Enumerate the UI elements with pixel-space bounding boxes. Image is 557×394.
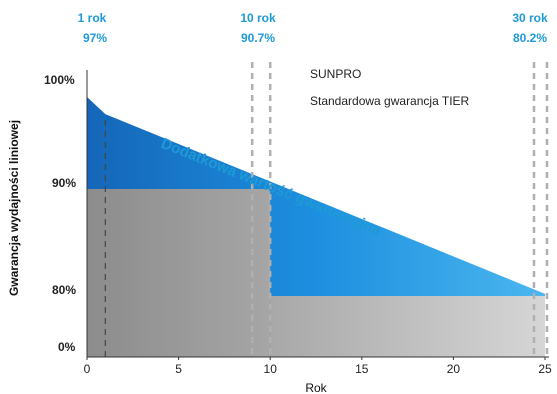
- x-tick-20: 20: [447, 362, 461, 376]
- marker-30-value: 80.2%: [513, 31, 547, 45]
- x-tick-25: 25: [538, 362, 552, 376]
- legend-sunpro: SUNPRO: [310, 67, 361, 81]
- legend-standard-tier: Standardowa gwarancja TIER: [310, 94, 470, 108]
- marker-10-value: 90.7%: [241, 31, 275, 45]
- y-tick-100: 100%: [44, 73, 75, 87]
- x-tick-0: 0: [84, 362, 91, 376]
- marker-30-year: 30 rok: [512, 11, 548, 25]
- x-tick-15: 15: [355, 362, 369, 376]
- marker-1-year: 1 rok: [78, 11, 107, 25]
- x-tick-5: 5: [175, 362, 182, 376]
- marker-1-value: 97%: [83, 31, 107, 45]
- y-axis-label: Gwarancja wydajności liniowej: [7, 120, 21, 296]
- x-axis-label: Rok: [305, 381, 327, 394]
- y-tick-0: 0%: [58, 340, 76, 354]
- marker-10-year: 10 rok: [240, 11, 276, 25]
- x-tick-10: 10: [264, 362, 278, 376]
- y-tick-90: 90%: [52, 176, 76, 190]
- series-standard-step-2: [270, 296, 545, 357]
- y-tick-80: 80%: [52, 283, 76, 297]
- series-standard-step-1: [87, 189, 271, 357]
